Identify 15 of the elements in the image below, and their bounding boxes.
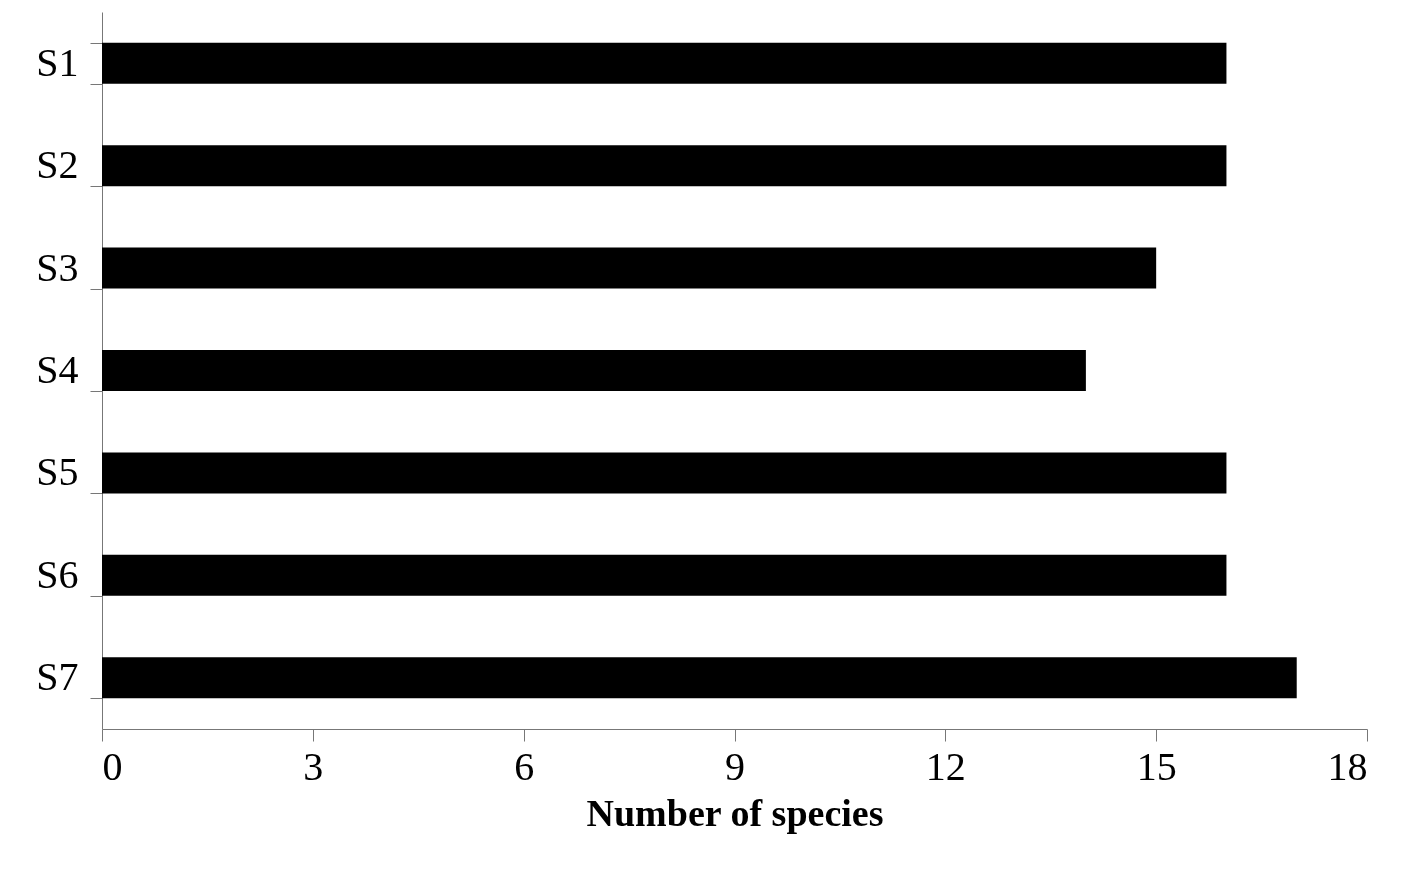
y-tick-label: S3 [36, 244, 79, 290]
x-tick-label: 6 [514, 743, 535, 789]
y-tick-label: S7 [36, 654, 79, 700]
x-tick-label: 9 [725, 743, 745, 789]
x-tick-label: 15 [1136, 743, 1177, 789]
y-tick-label: S4 [36, 347, 79, 392]
x-tick-label: 0 [102, 743, 123, 789]
y-tick-label: S6 [36, 551, 79, 597]
x-tick-label: 12 [925, 743, 966, 789]
y-tick-label: S1 [36, 39, 79, 85]
y-tick-label: S5 [36, 449, 79, 495]
y-tick-label: S2 [36, 142, 79, 188]
x-tick-label: 18 [1327, 743, 1368, 789]
x-tick-label: 3 [303, 743, 324, 789]
x-axis-title: Number of species [586, 791, 884, 834]
